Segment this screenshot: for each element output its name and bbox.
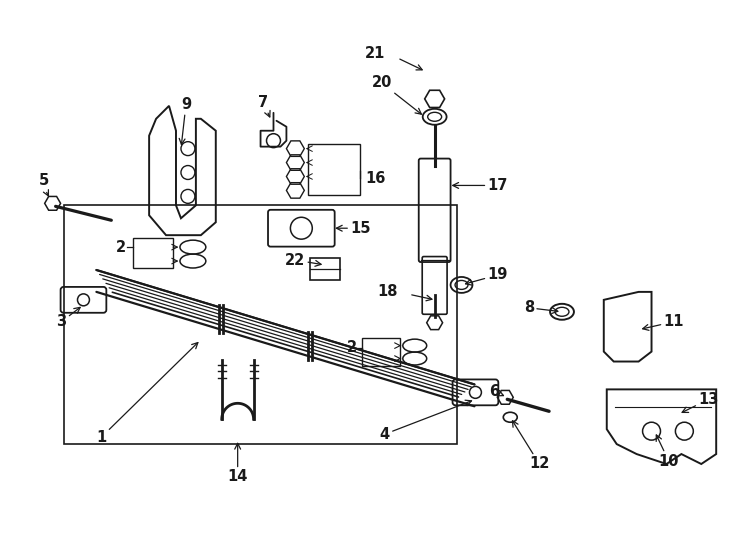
Text: 14: 14 [228,443,248,484]
Text: 19: 19 [465,267,508,285]
Text: 11: 11 [643,314,684,330]
Text: 16: 16 [365,171,385,186]
Text: 2: 2 [347,340,357,355]
Text: 18: 18 [377,285,398,299]
Text: 4: 4 [379,400,471,442]
Text: 13: 13 [682,392,719,413]
Text: 6: 6 [489,384,504,399]
Text: 21: 21 [365,45,385,60]
Text: 2: 2 [116,240,126,255]
Text: 1: 1 [96,342,198,444]
Text: 15: 15 [336,221,371,236]
Text: 22: 22 [285,253,321,267]
Text: 7: 7 [258,96,270,117]
Text: 17: 17 [453,178,508,193]
Text: 3: 3 [57,307,80,329]
Text: 9: 9 [179,97,191,145]
Text: 8: 8 [524,300,558,315]
Text: 10: 10 [656,435,679,469]
Text: 20: 20 [371,76,421,114]
Text: 5: 5 [39,173,48,188]
Text: 12: 12 [512,421,550,471]
